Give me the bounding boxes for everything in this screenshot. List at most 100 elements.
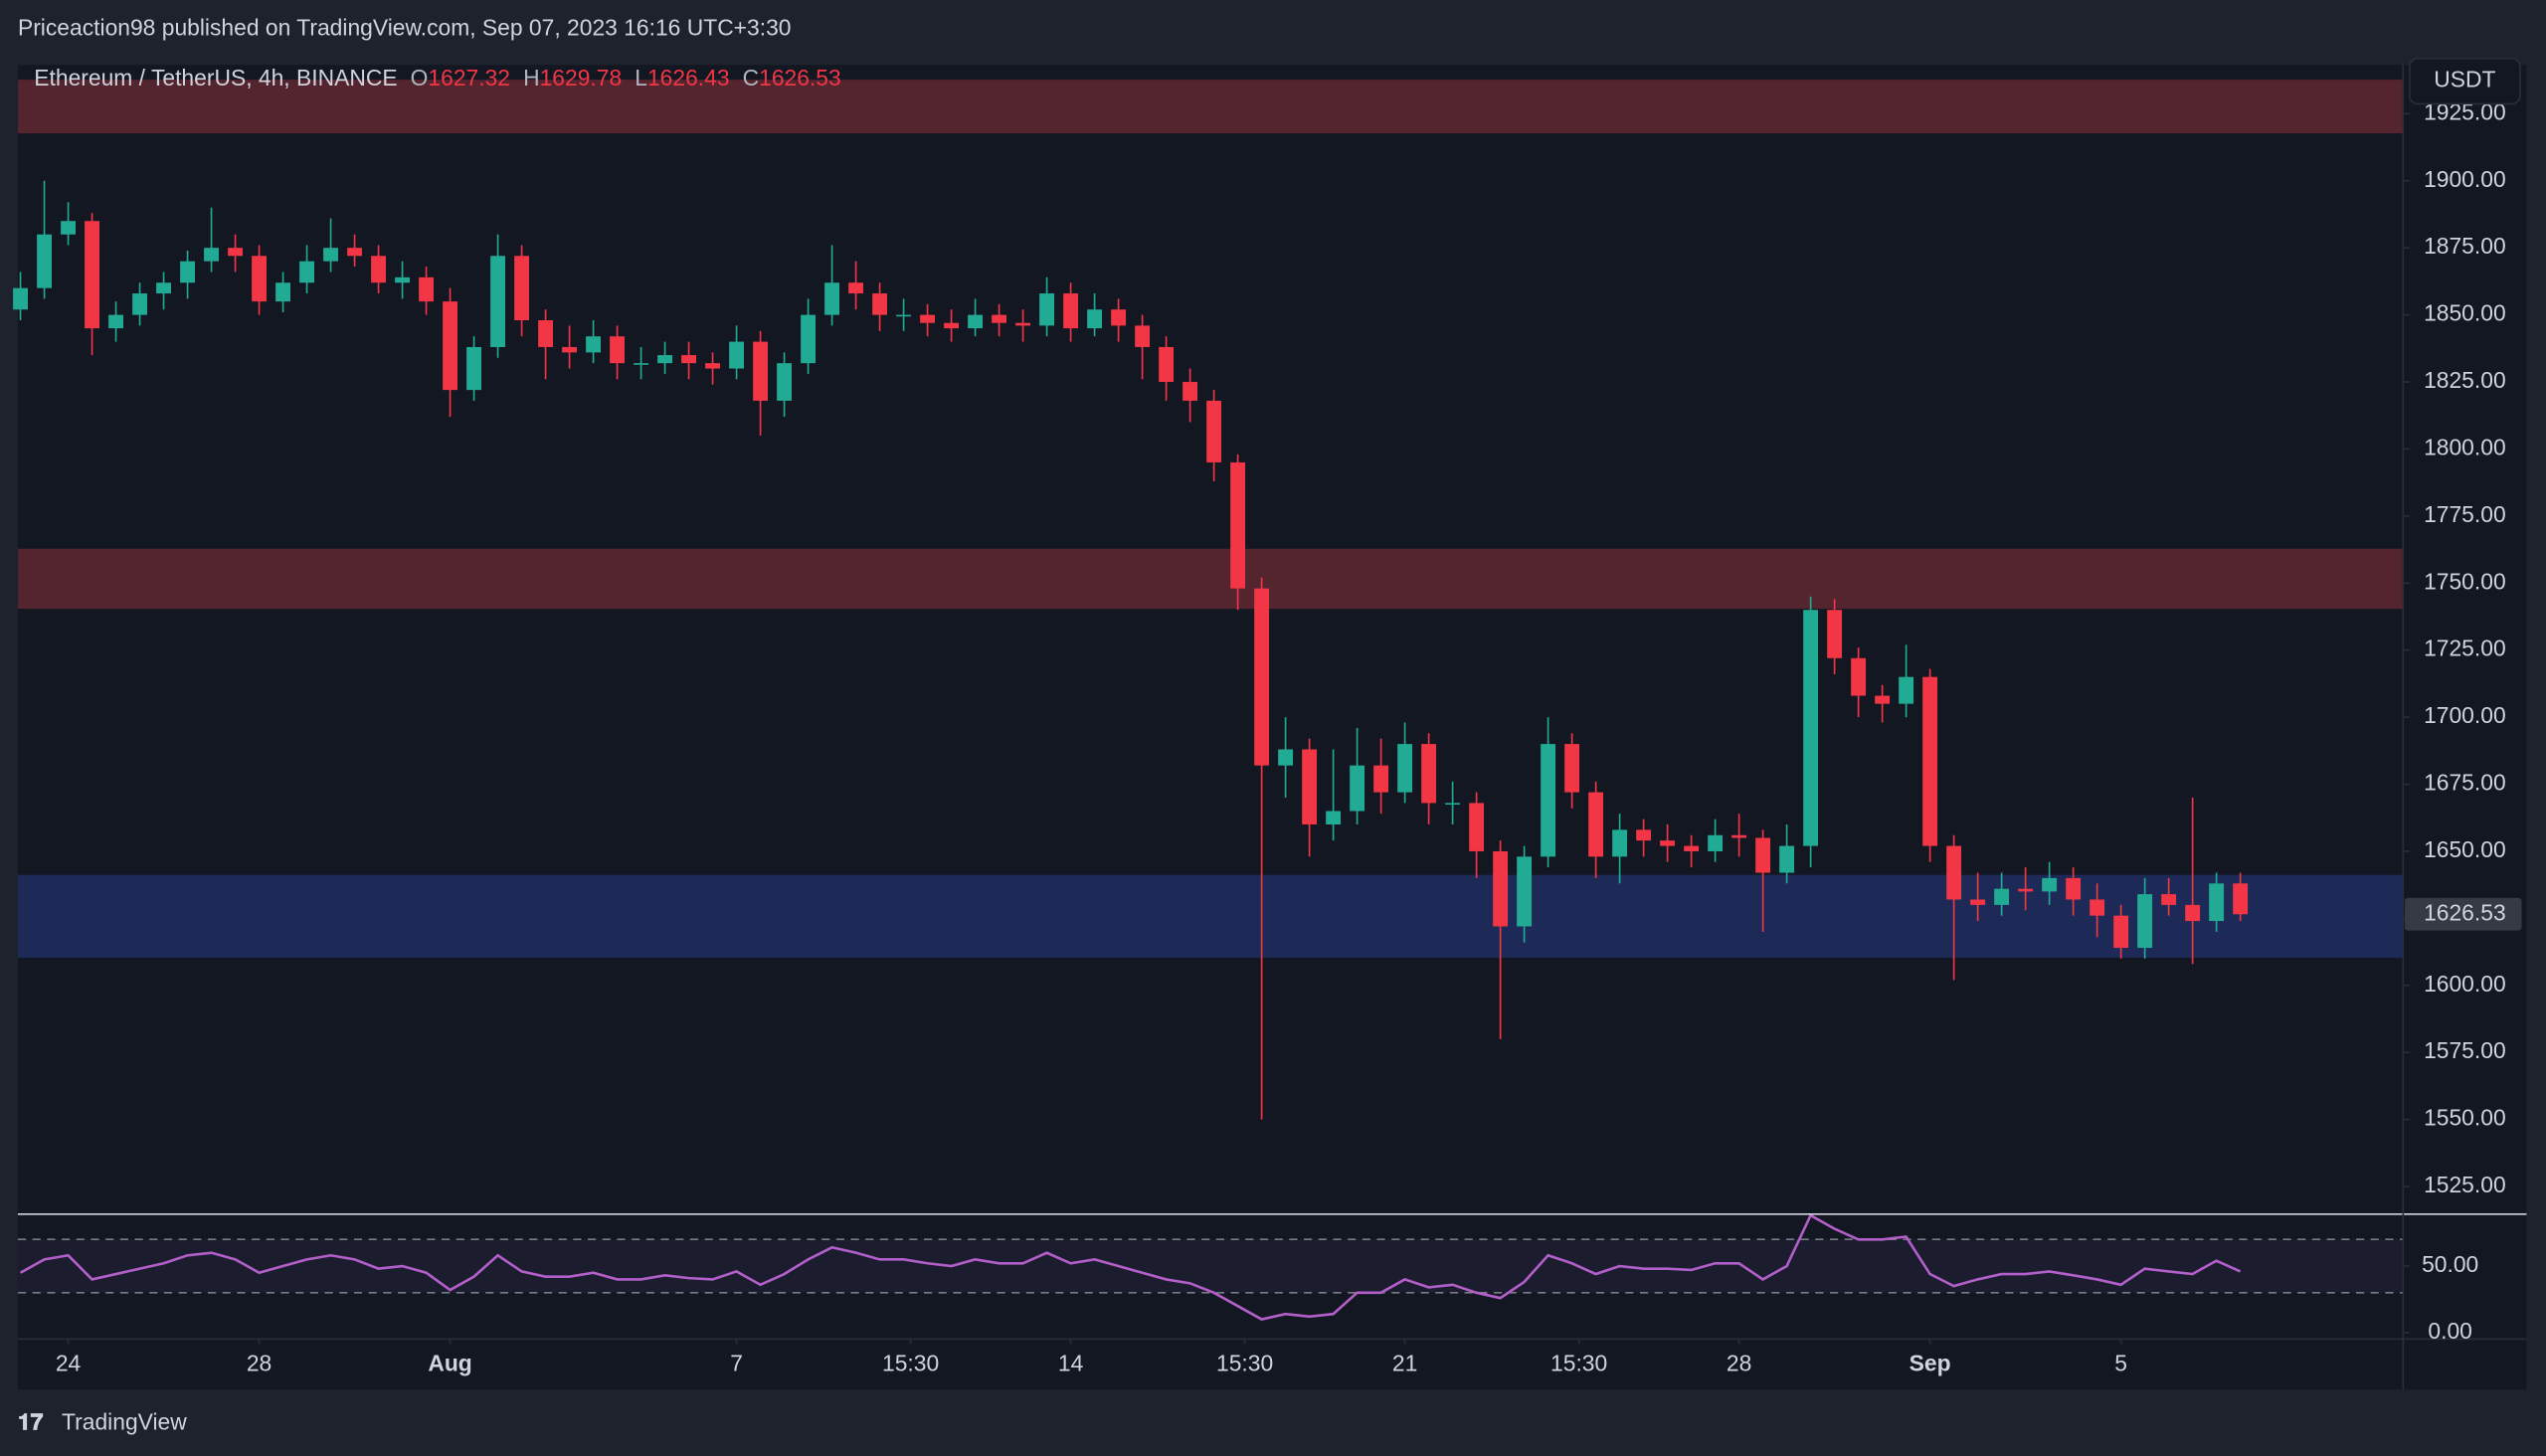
candle-body [204,248,219,262]
candle-body [466,346,482,391]
x-tick-label: 15:30 [882,1351,939,1376]
brand[interactable]: 𝟏𝟕 TradingView [18,1408,187,1434]
candle-body [753,341,769,401]
candle-body [1684,845,1700,851]
candle-body [1636,829,1652,841]
candle-body [2233,883,2249,915]
x-tick-label: Sep [1910,1351,1951,1376]
candle-body [1302,749,1318,824]
y-tick-label: 1900.00 [2424,166,2506,192]
candle-body [1660,840,1676,846]
x-tick-label: 7 [730,1351,743,1376]
zones [17,80,2404,959]
candle-body [562,346,578,353]
candle-body [514,256,530,321]
candle-body [1922,676,1938,846]
rsi-y-tick-label: 0.00 [2428,1318,2471,1344]
currency-button[interactable]: USDT [2409,57,2521,105]
candle-body [1612,829,1628,857]
candle-body [1230,461,1246,589]
candle-body [1254,588,1270,766]
legend-value: 1626.53 [759,65,841,91]
candle-body [323,248,339,262]
y-tick-label: 1800.00 [2424,434,2506,459]
candle-body [896,314,912,317]
candle-body [252,256,268,302]
zone [17,80,2404,134]
candle-body [1708,834,1724,851]
brand-name[interactable]: TradingView [62,1408,187,1434]
publish-info: Priceaction98 published on TradingView.c… [18,14,792,40]
candle-body [801,314,817,364]
candle-body [848,282,864,294]
currency-label[interactable]: USDT [2434,67,2495,92]
candle-body [1326,811,1342,824]
y-tick-label: 1550.00 [2424,1105,2506,1131]
candle-body [1731,834,1747,838]
candle-body [1421,744,1437,804]
candle-body [2161,894,2177,905]
legend-label: L [635,65,647,91]
candle-body [1015,322,1031,326]
candle-body [944,322,960,329]
y-tick-label: 1725.00 [2424,636,2506,661]
candle-body [1970,899,1986,905]
candle-body [1111,309,1127,326]
candle-body [85,221,99,329]
currency-button-bg[interactable] [2409,57,2521,105]
candle-body [1827,610,1843,658]
candle-body [2209,883,2225,922]
candle-body [490,256,506,347]
y-tick-label: 1650.00 [2424,836,2506,862]
candle-body [992,314,1007,323]
candle-body [299,261,315,283]
candle-body [2066,877,2082,900]
x-tick-label: 21 [1392,1351,1417,1376]
candle-body [61,221,76,235]
candle-body [920,314,936,323]
candle-body [419,276,435,302]
candle-body [371,256,387,283]
last-price-label: 1626.53 [2424,899,2506,925]
brand-logo[interactable]: 𝟏𝟕 [18,1408,44,1434]
x-tick-label: 24 [56,1351,82,1376]
candle-body [275,282,291,302]
x-tick-label: 15:30 [1550,1351,1607,1376]
x-tick-label: 5 [2114,1351,2127,1376]
candle-body [180,261,195,283]
candle-body [1135,325,1151,347]
candle-body [1039,293,1055,326]
x-tick-label: 15:30 [1216,1351,1273,1376]
candle-body [347,248,363,257]
candle-body [1755,837,1771,873]
y-tick-label: 1525.00 [2424,1172,2506,1197]
candle-body [777,363,793,401]
candle-body [13,287,28,310]
candle-body [968,314,984,329]
candle-body [1278,749,1294,766]
y-tick-label: 1675.00 [2424,770,2506,796]
candle-body [1373,765,1389,793]
y-tick-label: 1850.00 [2424,300,2506,326]
candle-body [657,355,673,364]
symbol-legend: Ethereum / TetherUS, 4h, BINANCE O1627.32… [34,65,840,91]
axes: 1525.001550.001575.001600.001625.001650.… [17,65,2527,1390]
candle-body [1182,382,1198,401]
candle-body [1899,676,1914,704]
candle-body [872,293,888,315]
candles [13,180,2249,1120]
x-tick-label: 14 [1058,1351,1084,1376]
candle-body [824,282,840,315]
candle-body [2042,877,2058,892]
candle-body [1803,610,1819,846]
candle-body [1493,850,1509,927]
candle-body [1469,803,1485,851]
candle-body [1994,888,2010,905]
candle-body [1946,845,1962,900]
chart-pane [17,65,2527,1390]
candle-body [1087,309,1103,329]
candle-body [1588,792,1604,857]
candle-body [729,341,745,369]
y-tick-label: 1750.00 [2424,568,2506,594]
y-tick-label: 1575.00 [2424,1037,2506,1063]
